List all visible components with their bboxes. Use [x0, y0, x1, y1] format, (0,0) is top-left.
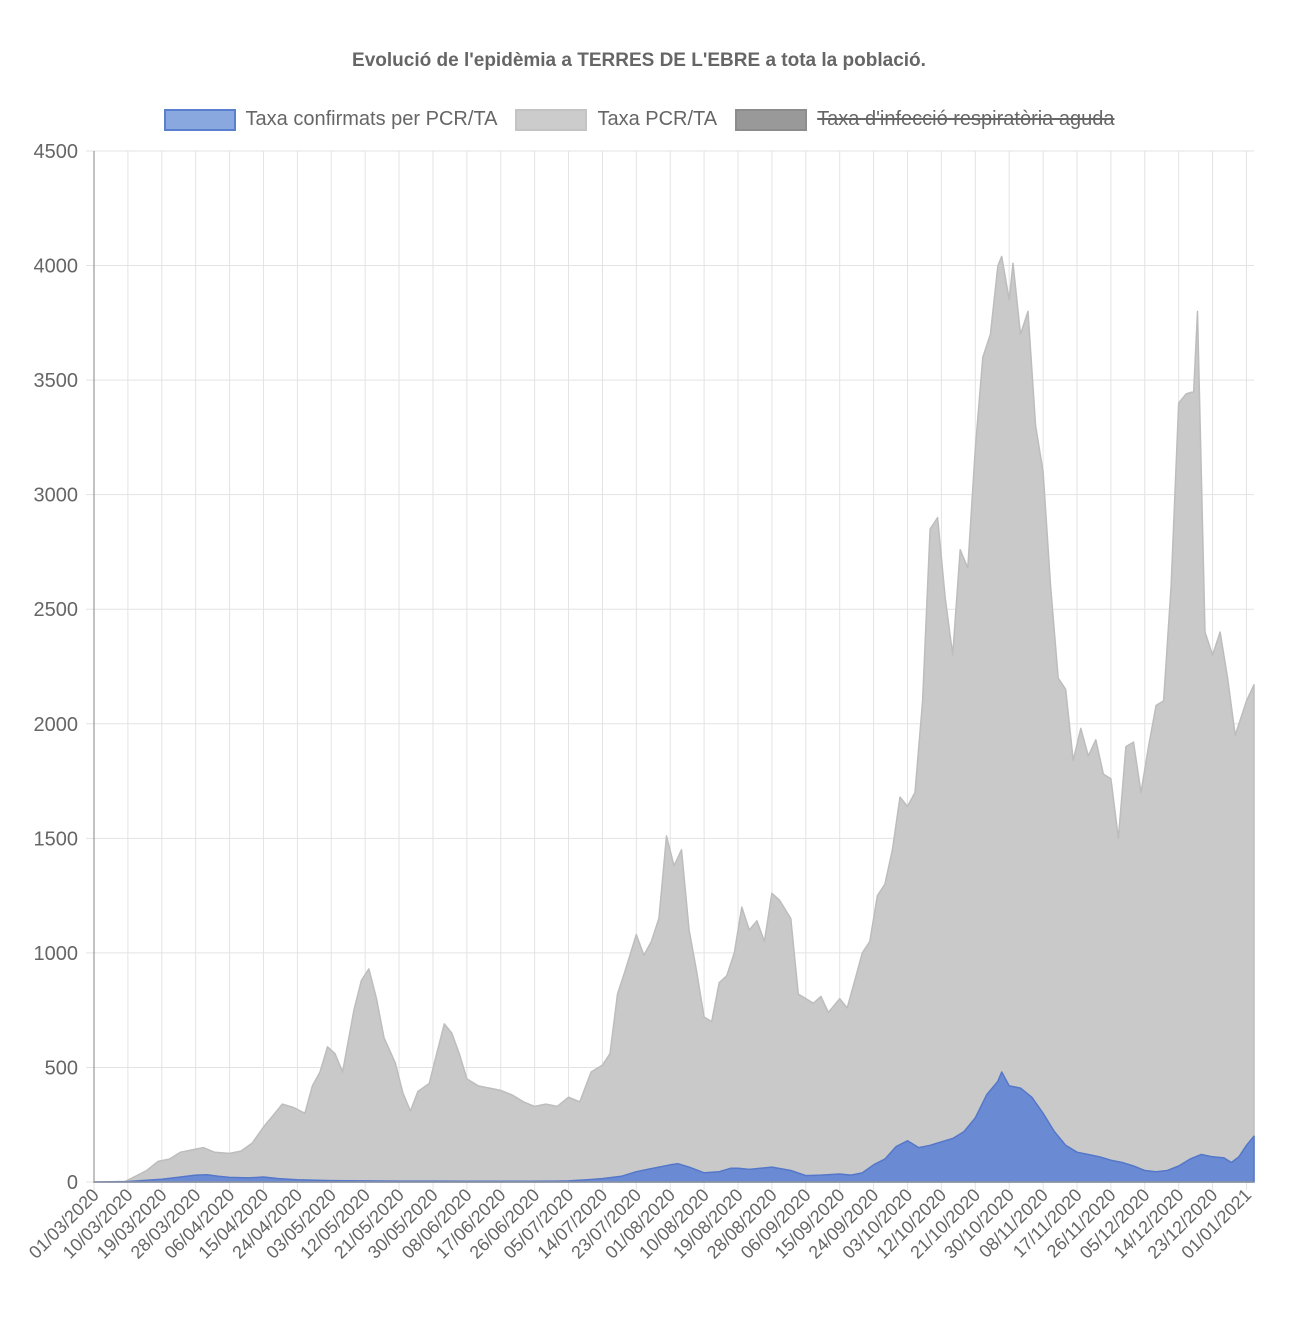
legend-swatch-confirmats [163, 108, 236, 131]
y-tick-label: 3000 [34, 485, 79, 507]
chart-title: Evolució de l'epidèmia a TERRES DE L'EBR… [352, 50, 926, 71]
y-tick-label: 1500 [34, 828, 79, 850]
legend-swatch-pcr [515, 108, 588, 131]
legend-label-infeccio: Taxa d'infecció respiratòria aguda [817, 108, 1115, 130]
legend-label-pcr: Taxa PCR/TA [597, 108, 718, 130]
legend-item-confirmats[interactable]: Taxa confirmats per PCR/TA [163, 108, 498, 131]
series-area-confirmats [93, 1071, 1255, 1183]
series-area-pcr [93, 255, 1255, 1183]
y-tick-label: 1000 [34, 943, 79, 965]
y-tick-label: 3500 [34, 370, 79, 392]
y-tick-label: 2500 [34, 599, 79, 621]
y-tick-label: 4500 [34, 141, 79, 163]
legend-item-pcr[interactable]: Taxa PCR/TA [515, 108, 717, 131]
legend-item-infeccio[interactable]: Taxa d'infecció respiratòria aguda [735, 108, 1114, 131]
y-tick-label: 4000 [34, 256, 79, 278]
legend: Taxa confirmats per PCR/TA Taxa PCR/TA T… [0, 108, 1278, 131]
legend-label-confirmats: Taxa confirmats per PCR/TA [245, 108, 498, 130]
y-tick-label: 0 [67, 1172, 78, 1194]
legend-swatch-infeccio [735, 108, 808, 131]
y-tick-label: 2000 [34, 714, 79, 736]
y-tick-label: 500 [45, 1057, 78, 1079]
